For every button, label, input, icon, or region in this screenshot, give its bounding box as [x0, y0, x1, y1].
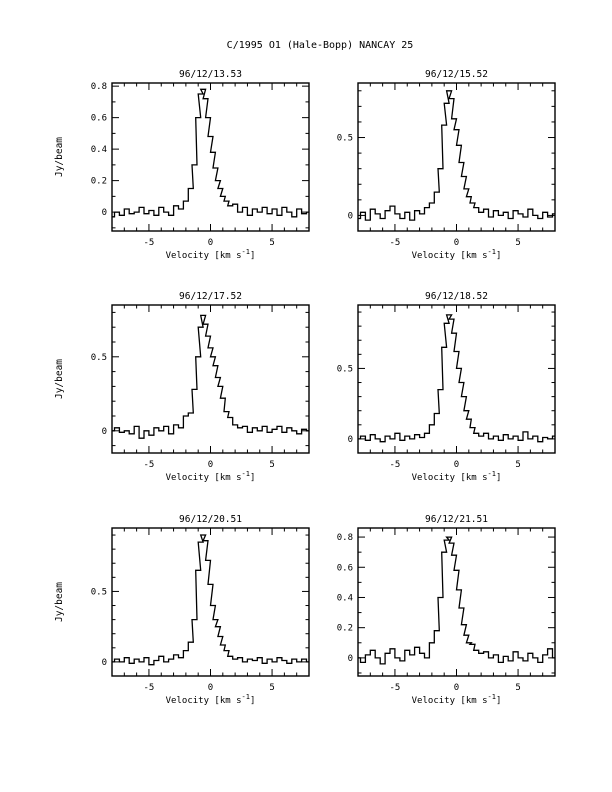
y-tick-label: 0.5 — [337, 364, 353, 374]
x-axis-label-main: Velocity [km s — [166, 473, 242, 483]
x-axis-label-exponent: -1 — [488, 248, 496, 256]
y-tick-label: 0 — [348, 435, 353, 445]
figure-title: C/1995 O1 (Hale-Bopp) NANCAY 25 — [227, 40, 414, 51]
x-axis-label: Velocity [km s-1] — [412, 470, 502, 483]
x-tick-label: 0 — [454, 238, 459, 248]
x-axis-label-exponent: -1 — [242, 470, 250, 478]
x-tick-label: 0 — [208, 460, 213, 470]
y-tick-label: 0.2 — [91, 177, 107, 187]
spectrum-panel-4: 96/12/18.52 -5 0 5 0 0.5 Velocity [km s-1] — [337, 291, 556, 483]
x-tick-label: 0 — [208, 683, 213, 693]
y-axis-label: Jy/beam — [54, 359, 65, 399]
x-tick-label: 5 — [269, 238, 274, 248]
spectrum-panel-6: 96/12/21.51 -5 0 5 0 0.2 0.4 0.6 0.8 Velocity [km… — [337, 514, 556, 706]
x-axis-label-exponent: -1 — [488, 693, 496, 701]
x-axis-label: Velocity [km s-1] — [166, 693, 256, 706]
x-tick-label: 5 — [515, 238, 520, 248]
plot-frame — [357, 304, 556, 454]
x-axis-label-exponent: -1 — [242, 693, 250, 701]
x-axis-label-end: ] — [496, 696, 501, 706]
panel-title: 96/12/20.51 — [179, 514, 242, 525]
spectrum-panel-1: 96/12/13.53 -5 0 5 0 0.2 0.4 0.6 0.8 Velocity [km… — [54, 69, 310, 261]
panel-title: 96/12/15.52 — [425, 69, 488, 80]
y-tick-label: 0.6 — [91, 114, 107, 124]
plot-frame — [111, 304, 310, 454]
x-axis-label-exponent: -1 — [488, 470, 496, 478]
spectrum-line — [358, 314, 555, 443]
y-tick-label: 0 — [102, 658, 107, 668]
x-axis-label-end: ] — [250, 473, 255, 483]
y-tick-label: 0 — [348, 654, 353, 664]
spectrum-panel-5: 96/12/20.51 -5 0 5 0 0.5 Velocity [km s-1] Jy/b… — [54, 514, 310, 706]
x-tick-label: 5 — [269, 683, 274, 693]
spectrum-line — [112, 534, 309, 666]
x-axis-label-end: ] — [250, 696, 255, 706]
spectrum-line — [112, 314, 309, 439]
panel-title: 96/12/13.53 — [179, 69, 242, 80]
x-tick-label: 5 — [515, 460, 520, 470]
y-tick-label: 0.5 — [91, 353, 107, 363]
x-axis-label: Velocity [km s-1] — [166, 248, 256, 261]
panel-title: 96/12/21.51 — [425, 514, 488, 525]
x-axis-label-main: Velocity [km s — [412, 696, 488, 706]
plot-frame — [111, 82, 310, 232]
y-tick-label: 0.8 — [91, 82, 107, 92]
y-tick-label: 0.8 — [337, 533, 353, 543]
spectrum-panel-2: 96/12/15.52 -5 0 5 0 0.5 Velocity [km s-1] — [337, 69, 556, 261]
y-tick-label: 0.5 — [337, 134, 353, 144]
panels-group: 96/12/13.53 -5 0 5 0 0.2 0.4 0.6 0.8 Velocity [km… — [54, 69, 556, 706]
x-axis-label-main: Velocity [km s — [412, 251, 488, 261]
spectrum-line — [112, 88, 309, 218]
x-tick-label: -5 — [390, 683, 401, 693]
x-axis-label: Velocity [km s-1] — [166, 470, 256, 483]
y-tick-label: 0 — [102, 208, 107, 218]
y-tick-label: 0.4 — [91, 145, 107, 155]
x-tick-label: -5 — [390, 238, 401, 248]
x-axis-label-main: Velocity [km s — [166, 251, 242, 261]
y-tick-label: 0.2 — [337, 624, 353, 634]
x-tick-label: -5 — [144, 238, 155, 248]
x-axis-label: Velocity [km s-1] — [412, 248, 502, 261]
x-tick-label: 5 — [269, 460, 274, 470]
x-tick-label: 0 — [454, 460, 459, 470]
x-tick-label: 0 — [208, 238, 213, 248]
x-axis-label-end: ] — [496, 251, 501, 261]
x-axis-label-main: Velocity [km s — [166, 696, 242, 706]
spectrum-line — [358, 536, 555, 665]
x-tick-label: -5 — [390, 460, 401, 470]
x-axis-label: Velocity [km s-1] — [412, 693, 502, 706]
x-axis-label-exponent: -1 — [242, 248, 250, 256]
x-tick-label: 5 — [515, 683, 520, 693]
y-axis-label: Jy/beam — [54, 582, 65, 622]
x-axis-label-main: Velocity [km s — [412, 473, 488, 483]
y-tick-label: 0.5 — [91, 587, 107, 597]
panel-title: 96/12/18.52 — [425, 291, 488, 302]
y-tick-label: 0 — [348, 211, 353, 221]
x-tick-label: 0 — [454, 683, 459, 693]
y-axis-label: Jy/beam — [54, 137, 65, 177]
spectrum-panel-3: 96/12/17.52 -5 0 5 0 0.5 Velocity [km s-1] Jy/b… — [54, 291, 310, 483]
plot-frame — [357, 82, 556, 232]
x-axis-label-end: ] — [250, 251, 255, 261]
x-axis-label-end: ] — [496, 473, 501, 483]
spectrum-line — [358, 90, 555, 221]
x-tick-label: -5 — [144, 460, 155, 470]
y-tick-label: 0 — [102, 427, 107, 437]
y-tick-label: 0.4 — [337, 593, 353, 603]
x-tick-label: -5 — [144, 683, 155, 693]
y-tick-label: 0.6 — [337, 563, 353, 573]
panel-title: 96/12/17.52 — [179, 291, 242, 302]
